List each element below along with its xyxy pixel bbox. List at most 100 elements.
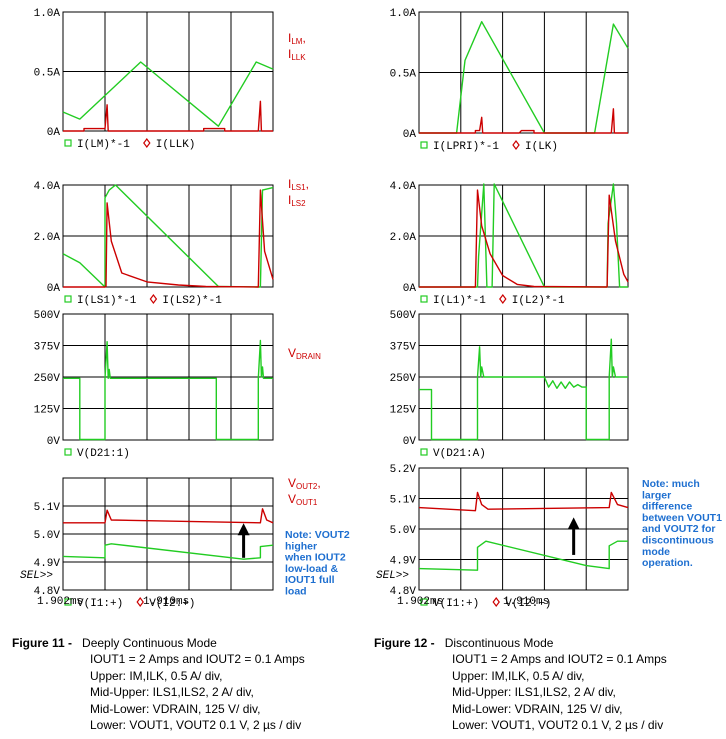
- series-trace: [418, 540, 628, 571]
- series-trace: [419, 338, 628, 441]
- panel-label: VOUT2,: [288, 476, 321, 491]
- panel-label: VDRAIN: [288, 346, 321, 361]
- caption-line: Upper: IM,ILK, 0.5 A/ div,: [452, 668, 585, 683]
- panel-label: ILM,: [288, 31, 306, 46]
- x-tick-label: 1.902ms: [397, 596, 443, 608]
- caption-line: IOUT1 = 2 Amps and IOUT2 = 0.1 Amps: [90, 652, 305, 667]
- legend-marker: [143, 138, 151, 148]
- legend-marker: [420, 598, 428, 606]
- y-tick-label: 4.9V: [390, 556, 417, 568]
- y-tick-label: 0.5A: [34, 68, 61, 80]
- y-tick-label: 4.9V: [34, 558, 61, 570]
- y-tick-label: 4.0A: [390, 181, 417, 193]
- series-trace: [63, 339, 273, 441]
- legend-label: V(I1:+): [433, 598, 479, 610]
- figure-label: Figure 12 -: [374, 636, 435, 650]
- legend-label: V(D21:1): [77, 448, 130, 460]
- y-tick-label: 0A: [47, 127, 61, 139]
- y-tick-label: 0A: [403, 283, 417, 295]
- caption-line: Mid-Lower: VDRAIN, 125 V/ div,: [452, 701, 623, 716]
- caption-line: Upper: IM,ILK, 0.5 A/ div,: [90, 668, 223, 683]
- legend-label: I(LK): [525, 141, 558, 153]
- legend-label: I(LPRI)*-1: [433, 141, 499, 153]
- series-trace: [62, 61, 274, 127]
- arrow-head: [567, 517, 580, 530]
- legend-marker: [420, 295, 428, 303]
- legend-label: I(LM)*-1: [77, 139, 130, 151]
- caption-title: Figure 12 - Discontinuous Mode: [374, 635, 667, 651]
- legend-marker: [492, 597, 500, 607]
- legend-label: I(LS2)*-1: [162, 295, 222, 307]
- y-tick-label: 4.0A: [34, 181, 61, 193]
- figure-description: Discontinuous Mode: [444, 636, 554, 650]
- legend-marker: [64, 448, 72, 456]
- legend-marker: [64, 139, 72, 147]
- panel-label: ILLK: [288, 47, 306, 62]
- legend-label: I(LLK): [156, 139, 196, 151]
- y-tick-label: 0V: [47, 436, 61, 448]
- note-figure-12: Note: much larger difference between VOUT1 a…: [642, 478, 722, 569]
- y-tick-label: 0.5A: [390, 69, 417, 81]
- series-trace: [419, 21, 629, 134]
- y-tick-label: 250V: [390, 373, 417, 385]
- y-tick-label: 375V: [34, 342, 61, 354]
- arrow-head: [237, 523, 250, 536]
- legend-marker: [64, 295, 72, 303]
- legend-marker: [512, 140, 520, 150]
- note-figure-11: Note: VOUT2 higher when IOUT2 low-load & IOU…: [284, 529, 350, 598]
- series-trace: [419, 189, 629, 288]
- figure-label: Figure 11 -: [12, 636, 73, 650]
- series-trace: [419, 108, 628, 134]
- sel-label: SEL>>: [376, 570, 409, 582]
- scope-charts: 1.0A 0.5A 0A I(LM)*-1 I(LLK) ILM, ILLK 4.0A 2.0…: [20, 8, 722, 610]
- caption-title: Figure 11 - Deeply Continuous Mode: [12, 635, 305, 651]
- series-trace: [418, 491, 629, 512]
- y-tick-label: 5.2V: [390, 464, 417, 476]
- y-tick-label: 1.0A: [390, 8, 417, 20]
- figure-description: Deeply Continuous Mode: [82, 636, 217, 650]
- y-tick-label: 2.0A: [390, 232, 417, 244]
- legend-marker: [420, 141, 428, 149]
- series-trace: [62, 184, 274, 288]
- y-tick-label: 125V: [34, 405, 61, 417]
- caption-line: IOUT1 = 2 Amps and IOUT2 = 0.1 Amps: [452, 652, 667, 667]
- legend-label: V(I1:+): [77, 598, 123, 610]
- y-tick-label: 0A: [47, 283, 61, 295]
- y-tick-label: 5.0V: [34, 530, 61, 542]
- legend-marker: [149, 294, 158, 304]
- y-tick-label: 0V: [403, 436, 417, 448]
- y-tick-label: 500V: [34, 310, 61, 322]
- caption-figure-11: Figure 11 - Deeply Continuous Mode IOUT1…: [12, 635, 305, 733]
- legend-label: I(L1)*-1: [433, 295, 486, 307]
- y-tick-label: 125V: [390, 405, 417, 417]
- y-tick-label: 0A: [403, 129, 417, 141]
- caption-line: Lower: VOUT1, VOUT2 0.1 V, 2 µs / div: [90, 718, 302, 733]
- legend-label: V(I2:+): [505, 598, 551, 610]
- y-tick-label: 500V: [390, 310, 417, 322]
- y-tick-label: 250V: [34, 373, 61, 385]
- panel-label: ILS1,: [288, 177, 309, 192]
- legend-marker: [420, 448, 428, 456]
- legend-label: I(LS1)*-1: [77, 295, 137, 307]
- series-trace: [62, 543, 274, 560]
- series-trace: [63, 189, 274, 288]
- legend-marker: [64, 598, 72, 606]
- x-tick-label: 1.910ms: [143, 596, 189, 608]
- caption-line: Lower: VOUT1, VOUT2 0.1 V, 2 µs / div: [452, 718, 664, 733]
- legend-label: V(I2:+): [149, 598, 195, 610]
- x-tick-label: 1.902ms: [37, 596, 83, 608]
- legend-label: I(L2)*-1: [512, 295, 565, 307]
- legend-marker: [136, 597, 144, 607]
- panel-label: ILS2: [288, 193, 306, 208]
- caption-line: Mid-Upper: ILS1,ILS2, 2 A/ div,: [452, 685, 616, 700]
- series-trace: [419, 183, 628, 288]
- y-tick-label: 5.0V: [390, 525, 417, 537]
- y-tick-label: 1.0A: [34, 8, 61, 20]
- series-trace: [63, 508, 274, 524]
- series-trace: [63, 100, 273, 132]
- caption-line: Mid-Lower: VDRAIN, 125 V/ div,: [90, 701, 261, 716]
- caption-figure-12: Figure 12 - Discontinuous Mode IOUT1 = 2…: [374, 635, 667, 733]
- x-tick-label: 1.910ms: [503, 596, 549, 608]
- caption-line: Mid-Upper: ILS1,ILS2, 2 A/ div,: [90, 685, 254, 700]
